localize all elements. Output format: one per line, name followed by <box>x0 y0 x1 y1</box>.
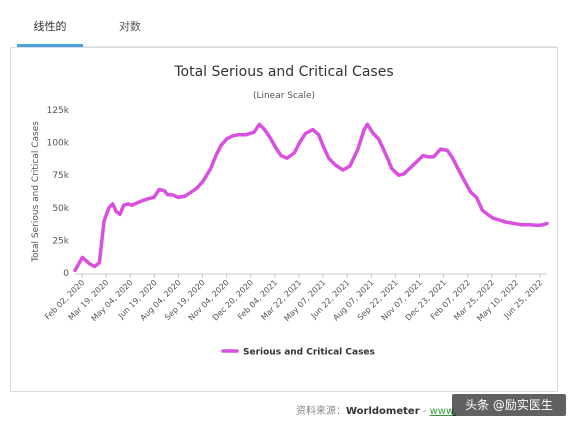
y-tick-label: 125k <box>47 106 70 116</box>
source-name: Worldometer <box>346 406 420 417</box>
chart-scale-tabs: 线性的 对数 <box>17 10 557 47</box>
tab-linear[interactable]: 线性的 <box>17 10 83 47</box>
source-link[interactable]: www. <box>429 406 457 417</box>
series-line-serious-critical <box>73 122 549 273</box>
y-tick-label: 75k <box>52 171 69 181</box>
chart-subtitle: (Linear Scale) <box>253 91 315 101</box>
legend-label: Serious and Critical Cases <box>243 348 375 358</box>
chart-title: Total Serious and Critical Cases <box>173 64 393 80</box>
y-tick-label: 0 <box>63 269 69 279</box>
watermark: 头条 @励实医生 <box>452 394 566 416</box>
source-separator: - <box>419 406 430 417</box>
chart-svg: Total Serious and Critical Cases (Linear … <box>31 64 549 358</box>
source-label: 资料来源： <box>296 406 346 417</box>
chart-panel: Total Serious and Critical Cases (Linear … <box>10 47 558 392</box>
y-axis-label: Total Serious and Critical Cases <box>31 121 41 263</box>
tab-log[interactable]: 对数 <box>119 20 141 33</box>
source-attribution: 资料来源：Worldometer - www. <box>296 402 456 417</box>
y-tick-label: 50k <box>52 204 69 214</box>
y-tick-label: 100k <box>47 139 70 149</box>
y-tick-label: 25k <box>52 236 69 246</box>
